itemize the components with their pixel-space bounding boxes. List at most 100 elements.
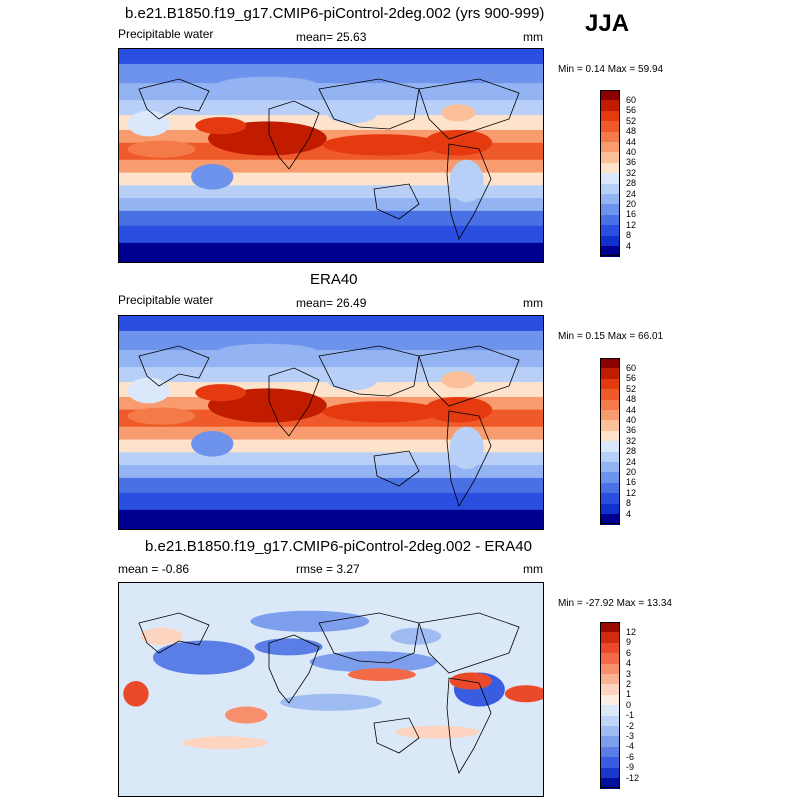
field-feature	[390, 627, 442, 645]
continent-outline	[373, 717, 420, 754]
colorbar-tick-label: 4	[626, 658, 632, 669]
colorbar-tick-label: 12	[626, 219, 637, 230]
colorbar-tick-label: 20	[626, 466, 637, 477]
colorbar-tick-label: -9	[626, 762, 635, 773]
field-feature	[441, 104, 476, 122]
field-band	[119, 465, 543, 479]
colorbar-tick-label: 60	[626, 362, 637, 373]
field-feature	[449, 672, 493, 690]
colorbar-swatch	[600, 736, 620, 748]
continent-outline	[138, 78, 210, 120]
colorbar-tick-label: 6	[626, 647, 632, 658]
panel3-map	[118, 582, 544, 797]
panel2-title: ERA40	[310, 271, 358, 288]
continent-outline	[268, 367, 320, 437]
colorbar-swatch	[600, 121, 620, 133]
colorbar-swatch	[600, 235, 620, 247]
field-feature	[195, 117, 247, 135]
colorbar-tick-label: 20	[626, 198, 637, 209]
field-feature	[191, 164, 234, 190]
field-feature	[140, 627, 183, 645]
colorbar-swatch	[600, 778, 620, 789]
field-feature	[250, 610, 370, 632]
colorbar-swatch	[600, 368, 620, 380]
panel2-map	[118, 315, 544, 530]
colorbar-swatch	[600, 642, 620, 654]
panel2-map-field	[119, 316, 543, 529]
field-feature	[326, 102, 378, 124]
colorbar-swatch	[600, 194, 620, 205]
panel3-title: b.e21.B1850.f19_g17.CMIP6-piControl-2deg…	[145, 538, 532, 555]
panel3-rmse-label: rmse = 3.27	[296, 562, 360, 576]
colorbar-swatch	[600, 110, 620, 122]
field-feature	[322, 134, 442, 156]
field-feature	[216, 343, 319, 361]
colorbar-tick-label: 32	[626, 167, 637, 178]
continent-outline	[446, 677, 492, 774]
field-feature	[347, 668, 416, 681]
colorbar-tick-label: 60	[626, 94, 637, 105]
field-feature	[182, 736, 268, 750]
colorbar-tick-label: 52	[626, 383, 637, 394]
colorbar-tick-label: 28	[626, 178, 637, 189]
colorbar-swatch	[600, 462, 620, 473]
colorbar-swatch	[600, 100, 620, 112]
colorbar-swatch	[600, 399, 620, 411]
field-feature	[424, 129, 493, 156]
colorbar-swatch	[600, 632, 620, 644]
field-feature	[449, 426, 484, 470]
colorbar-tick-label: 1	[626, 689, 632, 700]
panel1-title: b.e21.B1850.f19_g17.CMIP6-piControl-2deg…	[125, 5, 545, 22]
colorbar-tick-label: 8	[626, 230, 632, 241]
colorbar-swatch	[600, 183, 620, 195]
field-band	[119, 509, 543, 529]
panel1-map-field	[119, 49, 543, 262]
continent-outline	[418, 612, 520, 674]
continent-outline	[418, 345, 520, 407]
colorbar-tick-label: 16	[626, 209, 637, 220]
colorbar-tick-label: 12	[626, 626, 637, 637]
panel1-variable-label: Precipitable water	[118, 27, 214, 41]
colorbar-tick-label: -12	[626, 772, 640, 783]
colorbar-tick-label: 40	[626, 146, 637, 157]
colorbar-swatch	[600, 694, 620, 706]
colorbar-swatch	[600, 767, 620, 779]
colorbar-swatch	[600, 451, 620, 463]
colorbar-tick-label: 2	[626, 678, 632, 689]
continent-outline	[268, 100, 320, 170]
colorbar-swatch	[600, 482, 620, 494]
field-feature	[424, 396, 493, 423]
colorbar-tick-label: 16	[626, 477, 637, 488]
colorbar-swatch	[600, 389, 620, 401]
continent-outline	[138, 612, 210, 654]
colorbar-tick-label: -2	[626, 720, 635, 731]
field-band	[119, 477, 543, 494]
colorbar-swatch	[600, 225, 620, 237]
colorbar-swatch	[600, 493, 620, 505]
field-band	[119, 316, 543, 332]
field-feature	[127, 407, 196, 425]
panel2-mean-label: mean= 26.49	[296, 296, 367, 310]
field-feature	[449, 159, 484, 203]
colorbar-tick-label: 48	[626, 126, 637, 137]
colorbar-tick-label: 0	[626, 699, 632, 710]
panel1-mean-label: mean= 25.63	[296, 30, 367, 44]
colorbar-swatch	[600, 358, 620, 369]
field-feature	[441, 371, 476, 389]
panel3-minmax-label: Min = -27.92 Max = 13.34	[558, 598, 672, 609]
panel2-minmax-label: Min = 0.15 Max = 66.01	[558, 331, 664, 342]
field-feature	[280, 693, 382, 711]
colorbar-tick-label: 52	[626, 115, 637, 126]
colorbar-swatch	[600, 674, 620, 685]
colorbar-tick-label: 8	[626, 498, 632, 509]
continent-outline	[446, 143, 492, 240]
panel3-map-field	[119, 583, 543, 796]
colorbar-tick-label: 3	[626, 668, 632, 679]
field-feature	[191, 431, 234, 457]
field-feature	[394, 725, 480, 739]
colorbar-tick-label: 40	[626, 414, 637, 425]
continent-outline	[418, 78, 520, 140]
colorbar-swatch	[600, 142, 620, 153]
field-feature	[225, 706, 268, 724]
panel1-minmax-label: Min = 0.14 Max = 59.94	[558, 64, 664, 75]
